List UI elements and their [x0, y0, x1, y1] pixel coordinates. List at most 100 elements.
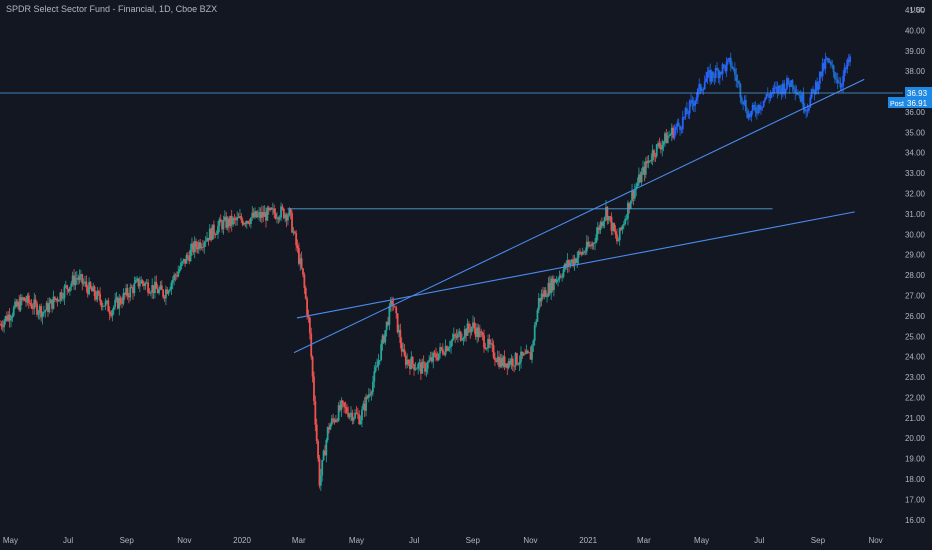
candle-body — [643, 166, 646, 175]
candle-body — [73, 275, 75, 286]
candle-body — [89, 282, 92, 288]
candle-body — [340, 400, 343, 411]
candle-body — [749, 113, 751, 118]
candle-body — [485, 348, 488, 349]
candle-body — [587, 241, 590, 247]
candle-body — [361, 409, 363, 421]
candle-body — [243, 223, 245, 225]
candle-body — [628, 202, 631, 209]
x-tick-label: May — [694, 536, 709, 545]
y-tick-label: 22.00 — [905, 393, 926, 402]
candle-body — [337, 405, 340, 421]
candle-body — [106, 300, 108, 302]
x-tick-label: Nov — [868, 536, 882, 545]
candle-body — [648, 160, 651, 162]
candle-body — [668, 135, 670, 137]
candle-body — [639, 174, 642, 183]
candle-body — [595, 234, 598, 243]
candle-body — [655, 144, 658, 157]
candle-body — [769, 94, 772, 98]
candle-body — [640, 172, 643, 183]
candle-body — [511, 358, 514, 366]
candle-body — [709, 70, 712, 82]
candle-body — [798, 94, 801, 96]
candle-body — [446, 346, 448, 351]
candle-body — [825, 58, 828, 60]
candle-body — [625, 218, 628, 220]
candle-body — [71, 275, 74, 284]
candle-body — [543, 290, 546, 297]
candle-body — [277, 217, 280, 220]
candle-body — [262, 212, 265, 217]
candle-body — [318, 458, 321, 486]
candle-body — [366, 396, 369, 398]
candle-body — [513, 365, 516, 367]
candle-body — [439, 347, 442, 354]
candle-body — [777, 85, 780, 93]
candle-body — [462, 338, 465, 340]
candle-body — [515, 353, 518, 364]
candle-body — [284, 214, 287, 219]
candle-body — [74, 278, 77, 286]
candle-body — [808, 107, 810, 111]
candle-body — [706, 71, 709, 79]
candle-body — [252, 212, 255, 218]
candle-body — [344, 406, 347, 408]
candle-body — [799, 95, 802, 102]
candle-body — [420, 362, 422, 374]
candle-body — [676, 122, 679, 127]
candle-body — [509, 360, 511, 365]
candle-body — [481, 332, 484, 336]
candle-body — [86, 287, 89, 295]
candle-body — [816, 81, 819, 90]
candle-body — [550, 278, 553, 294]
candle-body — [266, 207, 269, 221]
candle-body — [725, 61, 728, 72]
candle-body — [794, 89, 797, 94]
candle-body — [688, 101, 691, 114]
candle-body — [539, 298, 542, 302]
x-tick-label: Jul — [63, 536, 73, 545]
y-tick-label: 23.00 — [905, 373, 926, 382]
candle-body — [772, 87, 775, 93]
candle-body — [341, 400, 344, 403]
candle-body — [8, 314, 11, 321]
y-tick-label: 26.00 — [905, 312, 926, 321]
candle-body — [154, 281, 156, 294]
candle-body — [192, 243, 195, 253]
candle-body — [55, 298, 58, 301]
candle-body — [111, 310, 114, 317]
candle-body — [15, 301, 18, 307]
candle-body — [48, 303, 51, 313]
candle-body — [488, 338, 491, 345]
candle-body — [63, 286, 66, 299]
candle-body — [164, 289, 167, 299]
candle-body — [433, 352, 436, 354]
candle-body — [319, 475, 322, 486]
candle-body — [611, 223, 614, 231]
x-tick-label: Sep — [120, 536, 135, 545]
candle-body — [647, 160, 650, 164]
candle-body — [834, 72, 836, 79]
candle-body — [281, 206, 284, 209]
candle-body — [99, 293, 101, 301]
candle-body — [335, 419, 337, 422]
candle-body — [169, 289, 171, 291]
candle-body — [451, 338, 454, 342]
y-tick-label: 41.00 — [905, 6, 926, 15]
candle-body — [69, 286, 71, 292]
candle-body — [522, 353, 525, 356]
candle-body — [321, 460, 324, 476]
candle-body — [380, 344, 383, 361]
candle-body — [568, 260, 570, 266]
candle-body — [79, 274, 82, 276]
candle-body — [505, 363, 507, 368]
y-tick-label: 28.00 — [905, 271, 926, 280]
candle-body — [547, 282, 550, 297]
candle-body — [437, 353, 440, 360]
candle-body — [175, 275, 178, 277]
candle-body — [34, 299, 37, 304]
candle-body — [764, 98, 766, 101]
candle-body — [788, 84, 791, 88]
